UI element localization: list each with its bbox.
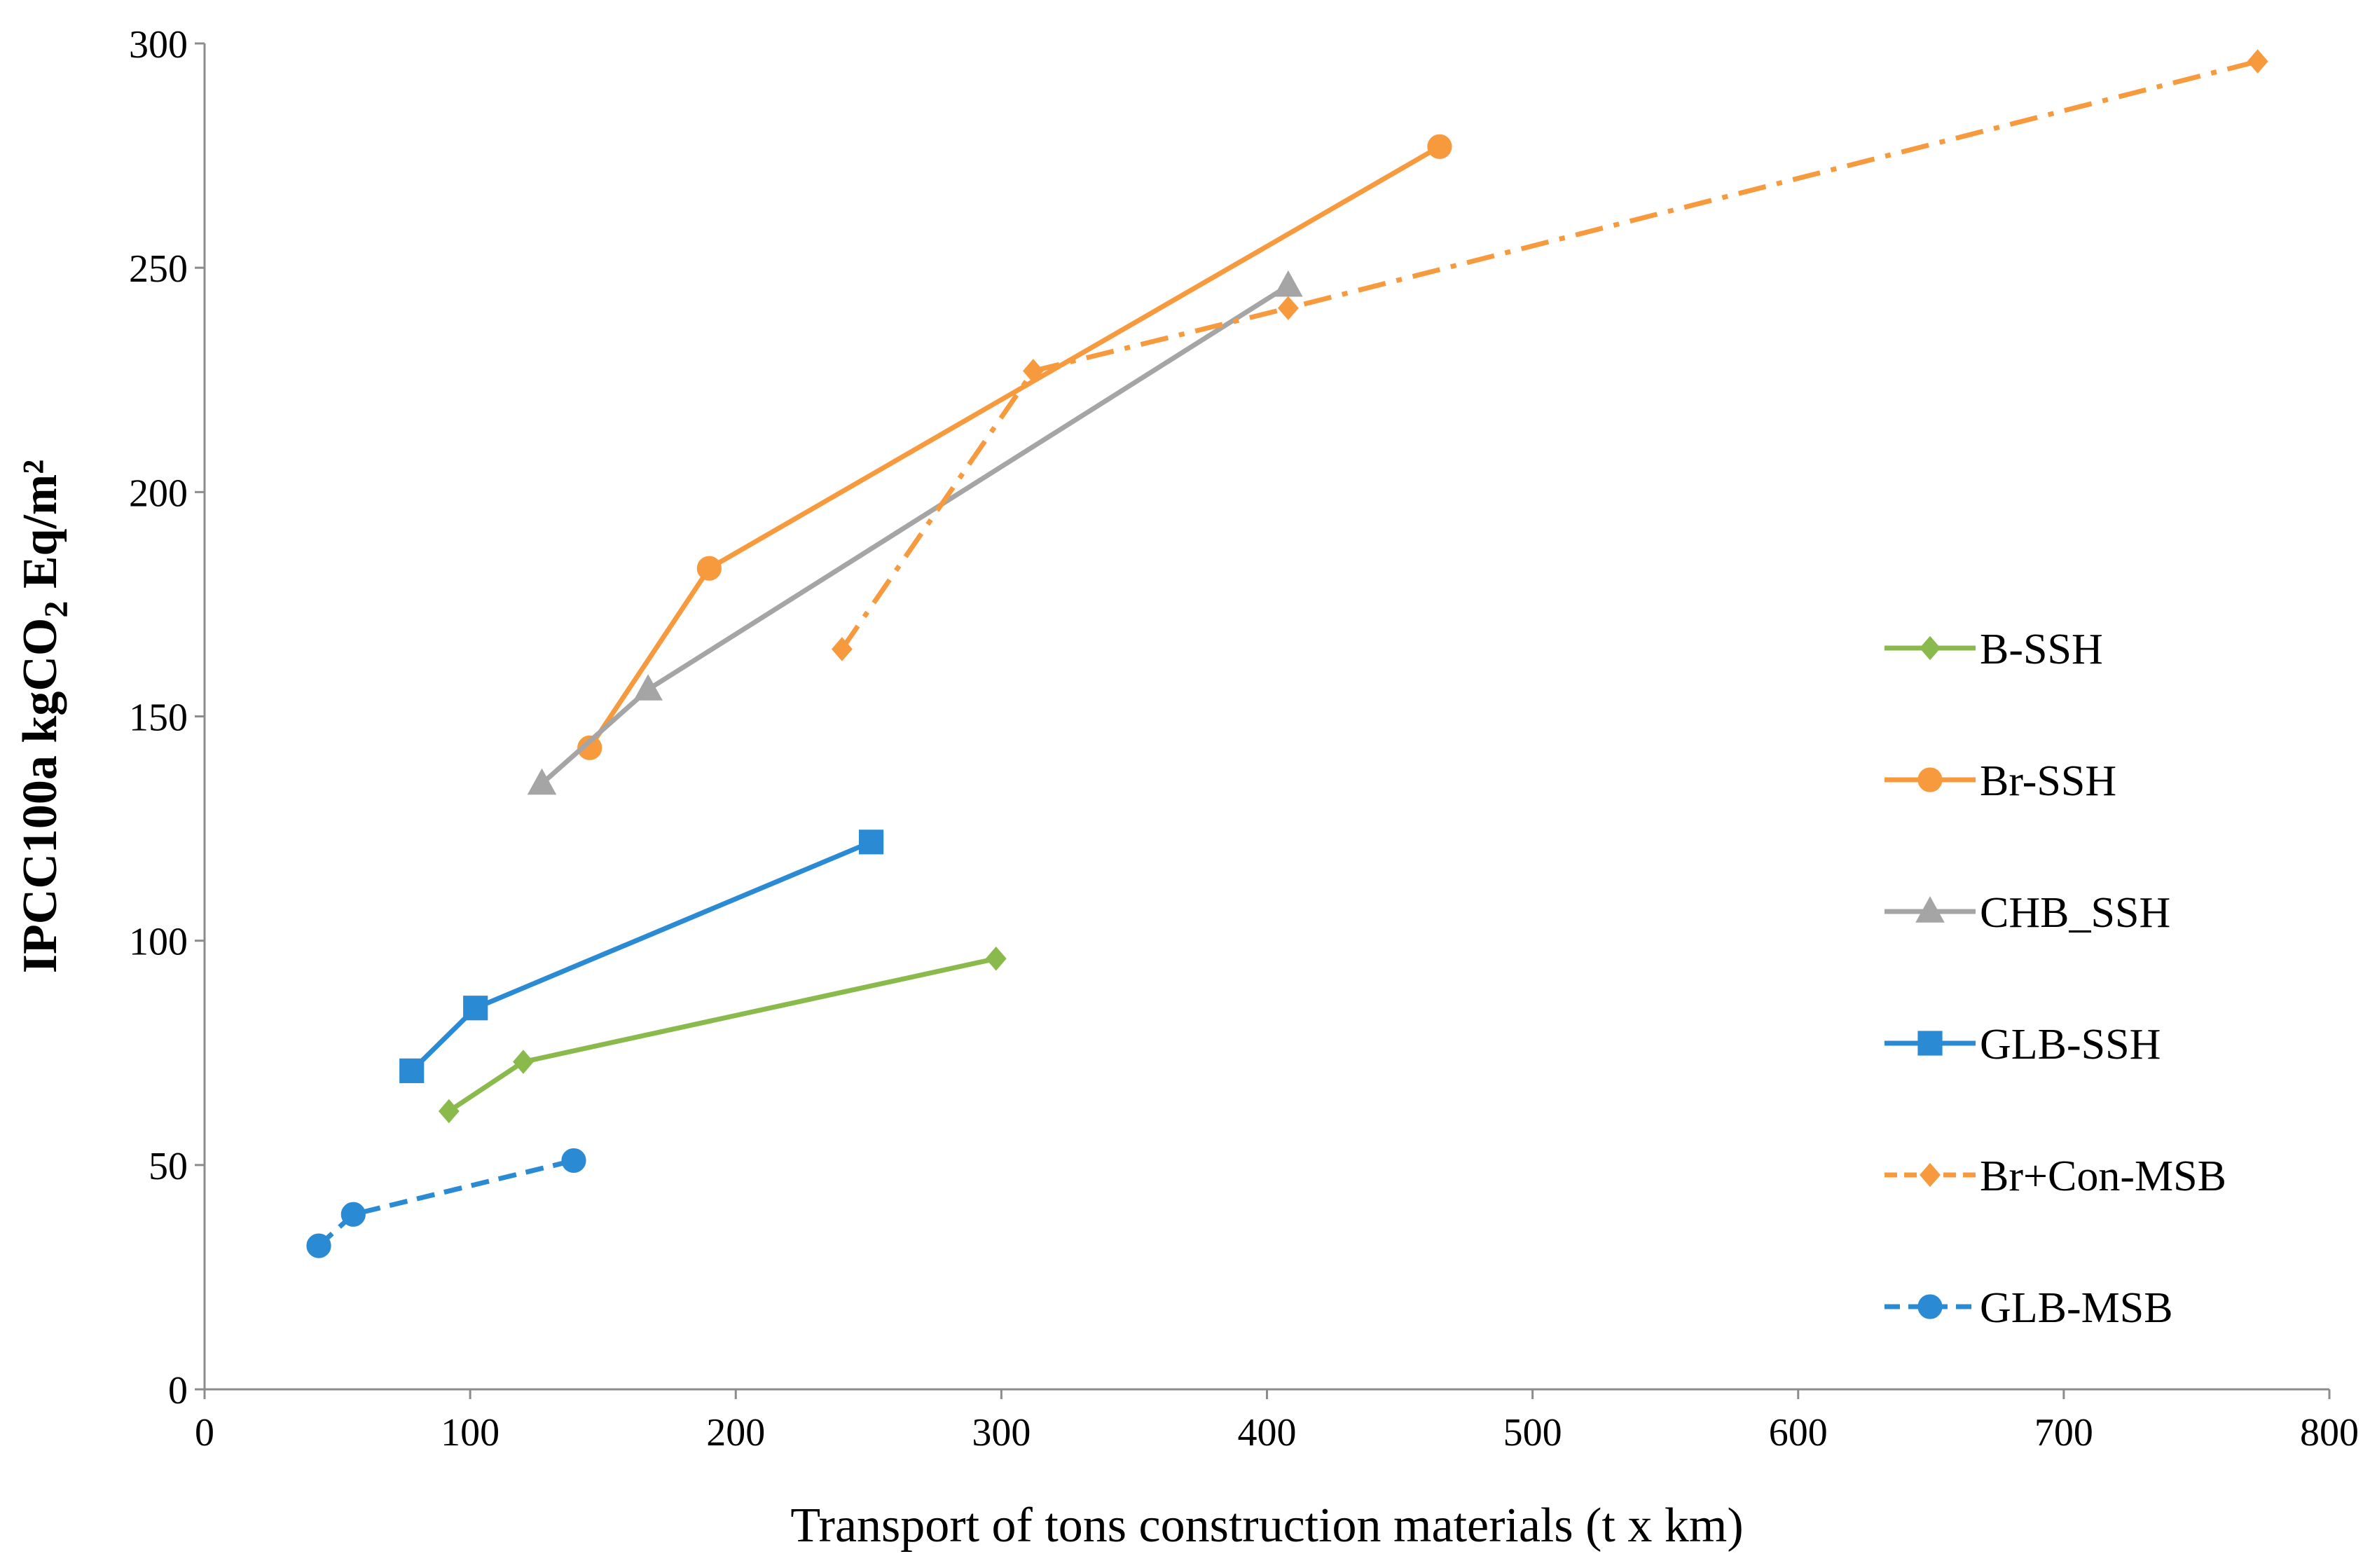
data-point-glb-msb	[561, 1148, 586, 1174]
y-tick-label: 300	[129, 23, 188, 67]
data-point-glb-msb	[306, 1233, 331, 1258]
series-br-ssh	[577, 134, 1452, 760]
data-point-br-con-msb	[831, 637, 853, 661]
y-axis-title-suffix: Eq/m²	[13, 460, 67, 601]
legend-item-b-ssh: B-SSH	[1885, 626, 2103, 673]
data-point-glb-ssh	[859, 830, 884, 855]
legend-item-glb-ssh: GLB-SSH	[1885, 1021, 2161, 1068]
x-axis-title: Transport of tons construction materials…	[790, 1499, 1743, 1553]
legend-label: Br-SSH	[1980, 757, 2116, 805]
data-point-chb-ssh	[527, 768, 557, 795]
y-tick-label: 250	[129, 247, 188, 291]
y-tick-label: 200	[129, 472, 188, 515]
data-point-glb-msb	[340, 1202, 366, 1227]
legend-marker	[1915, 896, 1945, 923]
data-point-br-ssh	[577, 735, 602, 760]
data-point-b-ssh	[513, 1050, 534, 1074]
x-tick-label: 500	[1503, 1411, 1562, 1454]
legend-label: GLB-SSH	[1980, 1021, 2161, 1068]
data-point-chb-ssh	[633, 674, 663, 701]
x-axis-ticks: 0 100 200 300 400 500 600 700 800	[195, 1389, 2359, 1454]
legend-marker	[1920, 635, 1941, 661]
legend-marker	[1920, 1162, 1941, 1188]
data-point-br-con-msb	[1022, 359, 1044, 383]
legend-label: Br+Con-MSB	[1980, 1153, 2226, 1200]
legend-item-br-ssh: Br-SSH	[1885, 757, 2116, 805]
y-axis-title-prefix: IPCC100a kgCO	[13, 618, 67, 974]
data-point-glb-ssh	[463, 996, 488, 1021]
x-tick-label: 700	[2034, 1411, 2093, 1454]
y-tick-label: 150	[129, 696, 188, 740]
x-tick-label: 300	[972, 1411, 1031, 1454]
y-tick-label: 0	[168, 1369, 188, 1412]
series-b-ssh	[438, 947, 1007, 1124]
series-line-glb-msb	[317, 1158, 574, 1248]
series-line-br-con-msb	[840, 59, 2259, 651]
data-point-b-ssh	[985, 947, 1007, 971]
series-br-con-msb	[831, 49, 2268, 661]
legend: B-SSH Br-SSH CHB_SSH GLB-SSH Br+Con-MSB GLB-M…	[1885, 626, 2226, 1332]
data-point-b-ssh	[438, 1099, 460, 1124]
legend-item-glb-msb: GLB-MSB	[1885, 1284, 2173, 1332]
data-point-br-con-msb	[1277, 296, 1299, 321]
legend-label: CHB_SSH	[1980, 889, 2170, 937]
series	[306, 49, 2268, 1258]
x-tick-label: 400	[1238, 1411, 1297, 1454]
y-tick-label: 50	[149, 1145, 188, 1188]
x-tick-label: 0	[195, 1411, 214, 1454]
legend-item-br-con-msb: Br+Con-MSB	[1885, 1153, 2226, 1200]
data-point-br-ssh	[696, 556, 722, 581]
x-tick-label: 800	[2300, 1411, 2359, 1454]
legend-label: GLB-MSB	[1980, 1284, 2173, 1332]
legend-label: B-SSH	[1980, 626, 2103, 673]
data-point-br-ssh	[1427, 134, 1452, 159]
x-tick-label: 100	[441, 1411, 499, 1454]
legend-marker	[1917, 1294, 1943, 1319]
legend-marker	[1917, 767, 1943, 792]
series-chb-ssh	[527, 270, 1303, 795]
data-point-br-con-msb	[2247, 49, 2268, 74]
data-point-glb-ssh	[399, 1058, 425, 1083]
y-axis-title: IPCC100a kgCO2 Eq/m²	[13, 460, 75, 973]
y-tick-label: 100	[129, 921, 188, 964]
legend-item-chb-ssh: CHB_SSH	[1885, 889, 2170, 937]
y-axis-title-subscript: 2	[38, 601, 75, 618]
x-tick-label: 200	[706, 1411, 765, 1454]
y-axis-ticks: 0 50 100 150 200 250 300	[129, 23, 205, 1412]
legend-marker	[1917, 1031, 1943, 1056]
x-tick-label: 600	[1769, 1411, 1828, 1454]
series-glb-ssh	[399, 830, 884, 1083]
series-glb-msb	[306, 1148, 586, 1258]
